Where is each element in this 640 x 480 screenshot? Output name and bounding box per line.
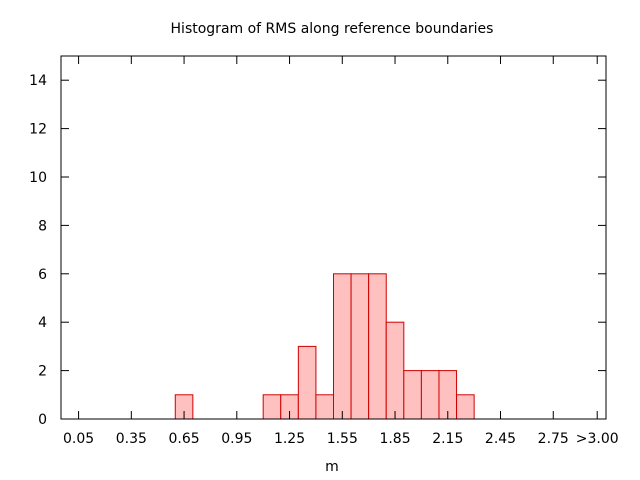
- chart-title: Histogram of RMS along reference boundar…: [171, 21, 494, 37]
- x-tick-label: 0.35: [116, 431, 147, 447]
- histogram-bar-8: [385, 321, 405, 420]
- x-tick-label: 2.45: [485, 431, 516, 447]
- y-tick-label: 14: [29, 73, 47, 89]
- x-tick-label: 2.75: [538, 431, 569, 447]
- x-axis-ticks: 0.05 0.35 0.65 0.95 1.25 1.55 1.85 2.15 2.45 2.75…: [63, 56, 619, 447]
- y-tick-label: 12: [29, 122, 47, 138]
- histogram-bar-3: [297, 345, 317, 420]
- y-axis-ticks: 0 2 4 6 8 10 12 14: [29, 73, 606, 428]
- x-tick-label: 1.85: [379, 431, 410, 447]
- x-axis-label: m: [325, 459, 339, 475]
- histogram-bar-12: [456, 394, 475, 420]
- y-tick-label: 2: [38, 364, 47, 380]
- x-tick-label: >3.00: [576, 431, 619, 447]
- x-tick-label: 1.25: [274, 431, 305, 447]
- histogram-bar-5: [333, 273, 352, 420]
- bars-layer: [174, 273, 475, 420]
- histogram-bar-4: [315, 394, 335, 420]
- y-tick-label: 10: [29, 170, 47, 186]
- y-tick-label: 0: [38, 412, 47, 428]
- x-tick-label: 2.15: [432, 431, 463, 447]
- histogram-bar-1: [262, 394, 282, 420]
- y-tick-label: 6: [38, 267, 47, 283]
- x-tick-label: 0.65: [168, 431, 199, 447]
- histogram-bar-10: [420, 370, 440, 420]
- x-tick-label: 0.95: [221, 431, 252, 447]
- y-tick-label: 8: [38, 218, 47, 234]
- x-tick-label: 0.05: [63, 431, 94, 447]
- plot-frame: [60, 55, 607, 420]
- histogram-bar-6: [350, 273, 370, 420]
- histogram-bar-7: [368, 273, 387, 420]
- y-tick-label: 4: [38, 315, 47, 331]
- histogram-bar-9: [403, 370, 422, 420]
- x-tick-label: 1.55: [327, 431, 358, 447]
